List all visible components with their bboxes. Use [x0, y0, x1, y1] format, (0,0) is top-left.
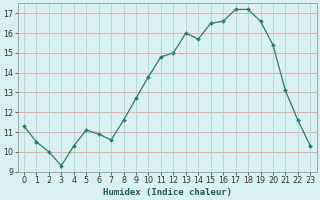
X-axis label: Humidex (Indice chaleur): Humidex (Indice chaleur): [103, 188, 232, 197]
